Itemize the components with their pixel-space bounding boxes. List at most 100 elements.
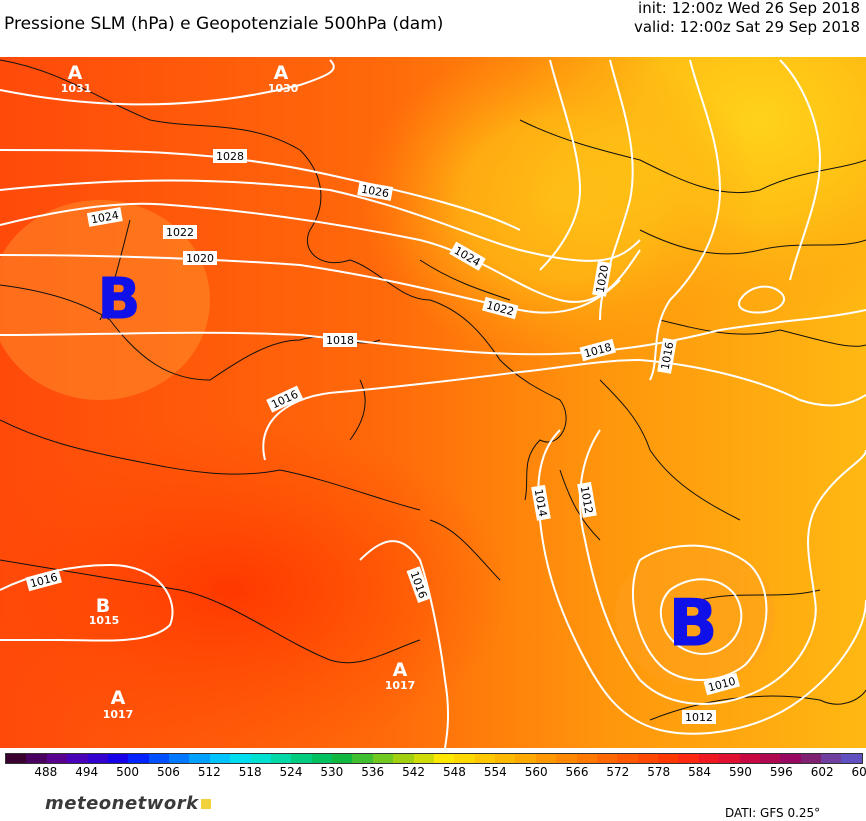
forecast-map: 1028 1026 1024 1022 1020 1024 1022 1020 … xyxy=(0,57,866,748)
isobar-label: 1028 xyxy=(216,150,244,163)
high-center-label: A xyxy=(393,659,408,681)
color-scale-swatch xyxy=(87,754,108,763)
high-center-value: 1017 xyxy=(103,708,134,721)
color-scale-swatch xyxy=(800,754,821,763)
color-scale-tick: 524 xyxy=(279,765,303,779)
high-center-label: A xyxy=(274,62,289,84)
high-center-value: 1017 xyxy=(385,679,416,692)
low-geopotential-area xyxy=(615,545,775,685)
color-scale-swatch xyxy=(148,754,169,763)
low-center-label: B xyxy=(96,595,110,617)
high-center-label: A xyxy=(111,687,126,709)
color-scale-swatch xyxy=(576,754,597,763)
color-scale-swatch xyxy=(46,754,68,763)
color-scale-swatch xyxy=(413,754,434,763)
color-scale-swatch xyxy=(780,754,801,763)
color-scale-tick: 494 xyxy=(75,765,99,779)
low-geopotential-area xyxy=(0,200,210,400)
color-scale-swatch xyxy=(719,754,740,763)
color-scale-tick: 596 xyxy=(769,765,793,779)
run-info: init: 12:00z Wed 26 Sep 2018 valid: 12:0… xyxy=(634,0,860,37)
color-scale-swatch xyxy=(372,754,394,763)
isobar-label: 1020 xyxy=(186,252,214,265)
color-scale-tick: 488 xyxy=(34,765,58,779)
color-scale-swatch xyxy=(637,754,658,763)
color-scale-swatch xyxy=(352,754,373,763)
isobar-label: 1012 xyxy=(578,485,596,515)
color-scale-tick: 554 xyxy=(483,765,507,779)
brand-name: meteonetwork xyxy=(45,793,199,814)
color-scale-tick: 584 xyxy=(688,765,712,779)
high-center-label: A xyxy=(68,62,83,84)
low-center-label: B xyxy=(669,587,718,661)
color-scale-tick: 530 xyxy=(320,765,344,779)
isobar-label: 1022 xyxy=(166,226,194,239)
color-scale-swatch xyxy=(6,754,27,763)
color-scale-swatch xyxy=(107,754,129,763)
color-scale-swatch xyxy=(596,754,618,763)
map-title: Pressione SLM (hPa) e Geopotenziale 500h… xyxy=(4,14,444,34)
color-scale-swatch xyxy=(658,754,679,763)
color-scale xyxy=(5,753,863,764)
high-geopotential-area xyxy=(360,57,760,360)
pressure-centers: A 1031 A 1030 B B 1015 A 1017 A 1017 B xyxy=(61,62,718,721)
init-time: init: 12:00z Wed 26 Sep 2018 xyxy=(638,0,860,17)
color-scale-swatch xyxy=(474,754,495,763)
color-scale-tick: 548 xyxy=(442,765,466,779)
color-scale-swatch xyxy=(515,754,536,763)
color-scale-tick: 500 xyxy=(116,765,140,779)
isobar-label: 1012 xyxy=(685,711,713,724)
isobar-label: 1018 xyxy=(326,334,354,347)
data-source: DATI: GFS 0.25° xyxy=(725,806,821,820)
color-scale-swatch xyxy=(393,754,414,763)
color-scale-swatch xyxy=(189,754,210,763)
color-scale-swatch xyxy=(128,754,149,763)
color-scale-tick: 572 xyxy=(606,765,630,779)
color-scale-swatch xyxy=(556,754,577,763)
high-center-value: 1031 xyxy=(61,82,92,95)
color-scale-tick: 590 xyxy=(728,765,752,779)
color-scale-tick: 542 xyxy=(402,765,426,779)
color-scale-swatch xyxy=(250,754,271,763)
color-scale-swatch xyxy=(332,754,353,763)
color-scale-tick: 566 xyxy=(565,765,589,779)
color-scale-swatch xyxy=(821,754,842,763)
color-scale-tick: 536 xyxy=(361,765,385,779)
color-scale-swatch xyxy=(678,754,699,763)
brand-square-icon xyxy=(200,799,211,809)
color-scale-swatch xyxy=(759,754,781,763)
isobars xyxy=(0,59,866,748)
color-scale-swatch xyxy=(311,754,332,763)
color-scale-swatch xyxy=(535,754,557,763)
color-scale-ticks: 488 494 500 506 512 518 524 530 536 542 548 554 560 5… xyxy=(0,765,866,781)
color-scale-tick: 506 xyxy=(156,765,180,779)
low-center-value: 1015 xyxy=(89,614,120,627)
color-scale-tick: 578 xyxy=(647,765,671,779)
color-scale-swatch xyxy=(454,754,475,763)
isobar-label: 1026 xyxy=(360,183,390,201)
isobar-labels: 1028 1026 1024 1022 1020 1024 1022 1020 … xyxy=(25,149,740,724)
valid-time: valid: 12:00z Sat 29 Sep 2018 xyxy=(633,18,860,36)
low-geopotential-area xyxy=(0,420,510,748)
color-scale-swatch xyxy=(698,754,720,763)
color-scale-swatch xyxy=(67,754,88,763)
color-scale-tick: 602 xyxy=(810,765,834,779)
color-scale-swatch xyxy=(230,754,251,763)
color-scale-tick: 608 xyxy=(851,765,866,779)
color-scale-swatch xyxy=(169,754,190,763)
color-scale-tick: 518 xyxy=(238,765,262,779)
isobar-label: 1016 xyxy=(659,341,677,371)
coastlines xyxy=(0,59,866,721)
color-scale-swatch xyxy=(270,754,292,763)
color-scale-swatch xyxy=(617,754,638,763)
color-scale-swatch xyxy=(291,754,312,763)
color-scale-tick: 512 xyxy=(197,765,221,779)
color-scale-swatch xyxy=(841,754,862,763)
color-scale-tick: 560 xyxy=(524,765,548,779)
brand-logo: meteonetwork xyxy=(45,793,211,814)
color-scale-swatch xyxy=(209,754,231,763)
color-scale-swatch xyxy=(26,754,47,763)
color-scale-swatch xyxy=(433,754,455,763)
isobar-label: 1014 xyxy=(532,488,550,518)
isobar-label: 1020 xyxy=(594,264,612,294)
